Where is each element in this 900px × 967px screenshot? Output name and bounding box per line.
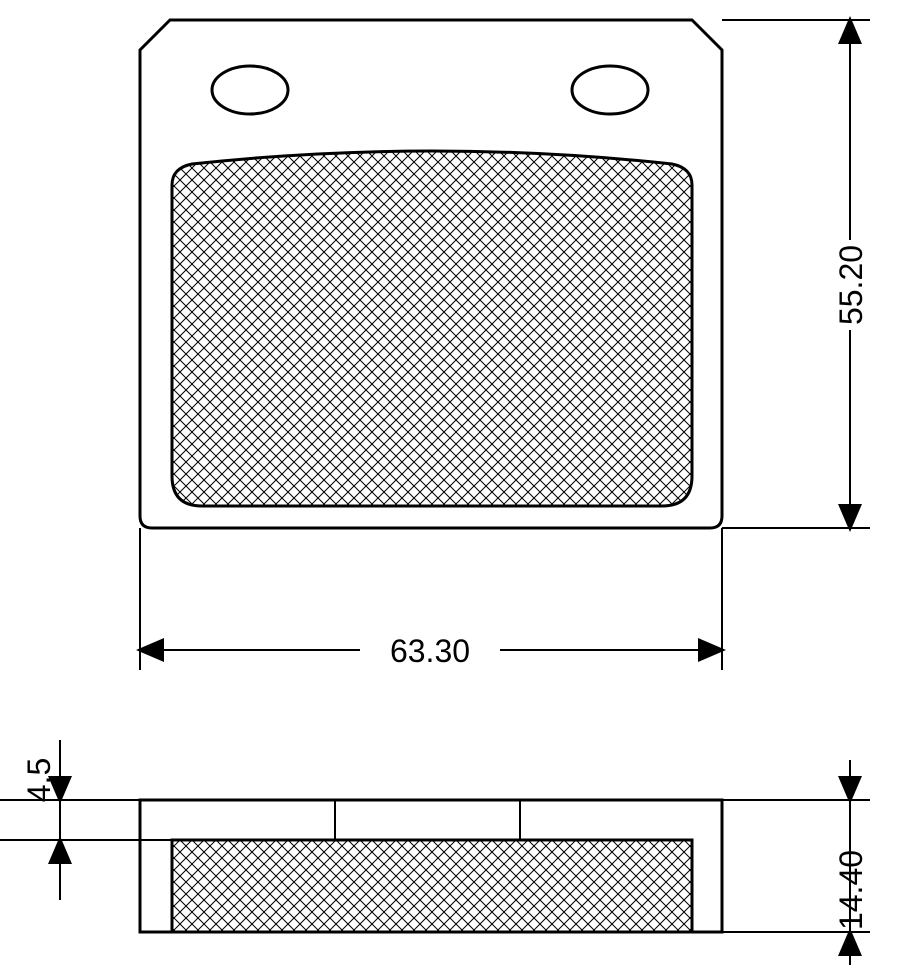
side-height-dimension-label: 14.40 xyxy=(833,850,869,930)
brake-pad-drawing: 63.30 55.20 14.40 4.5 xyxy=(0,0,900,967)
main-part xyxy=(140,20,722,528)
mounting-hole-left xyxy=(212,66,288,114)
height-dimension-label: 55.20 xyxy=(833,245,869,325)
inner-thickness-dimension-label: 4.5 xyxy=(21,758,57,802)
side-part xyxy=(140,800,722,932)
friction-area-side xyxy=(172,840,692,932)
mounting-hole-right xyxy=(572,66,648,114)
dimension-width: 63.30 xyxy=(140,528,722,670)
friction-area-main xyxy=(172,151,692,506)
dimension-height: 55.20 xyxy=(722,20,870,528)
width-dimension-label: 63.30 xyxy=(390,633,470,669)
dimension-side-height: 14.40 xyxy=(722,760,870,965)
